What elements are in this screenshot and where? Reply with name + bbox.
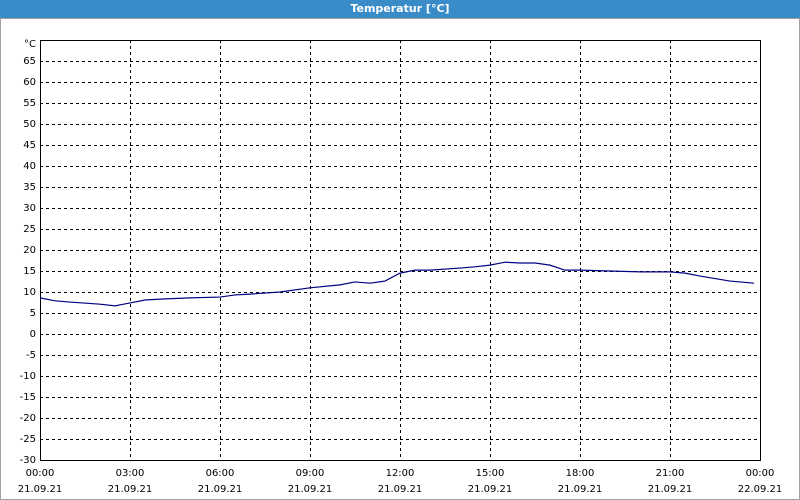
x-tick-label: 03:00 [116,468,145,479]
y-tick-label: 50 [23,119,36,130]
x-tick-date: 21.09.21 [378,484,423,495]
x-tick-label: 06:00 [206,468,235,479]
y-tick-label: -10 [20,371,36,382]
y-tick-label: -25 [20,434,36,445]
y-tick-label: 20 [23,245,36,256]
y-tick-label: 25 [23,224,36,235]
x-tick-date: 21.09.21 [468,484,513,495]
x-tick-date: 21.09.21 [18,484,63,495]
y-tick-label: 5 [30,308,36,319]
x-tick-date: 21.09.21 [648,484,693,495]
y-tick-label: 45 [23,140,36,151]
y-tick-label: -30 [20,455,36,466]
x-tick-date: 22.09.21 [738,484,783,495]
x-tick-label: 00:00 [26,468,55,479]
x-tick-label: 00:00 [746,468,775,479]
y-tick-label: -20 [20,413,36,424]
x-tick-date: 21.09.21 [108,484,153,495]
temperature-line [39,261,755,307]
y-tick-label: 55 [23,98,36,109]
y-tick-label: 40 [23,161,36,172]
y-tick-label: 15 [23,266,36,277]
y-tick-label: -15 [20,392,36,403]
x-tick-label: 18:00 [566,468,595,479]
x-tick-date: 21.09.21 [198,484,243,495]
y-tick-label: °C [24,39,36,50]
x-tick-label: 15:00 [476,468,505,479]
y-tick-label: 60 [23,77,36,88]
y-tick-label: 65 [23,56,36,67]
y-tick-label: 30 [23,203,36,214]
y-tick-label: 0 [30,329,36,340]
chart-title: Temperatur [°C] [0,0,800,18]
y-tick-label: 10 [23,287,36,298]
x-tick-label: 21:00 [656,468,685,479]
x-tick-date: 21.09.21 [558,484,603,495]
x-tick-label: 12:00 [386,468,415,479]
x-tick-date: 21.09.21 [288,484,333,495]
y-tick-label: -5 [26,350,36,361]
x-tick-label: 09:00 [296,468,325,479]
y-tick-label: 35 [23,182,36,193]
